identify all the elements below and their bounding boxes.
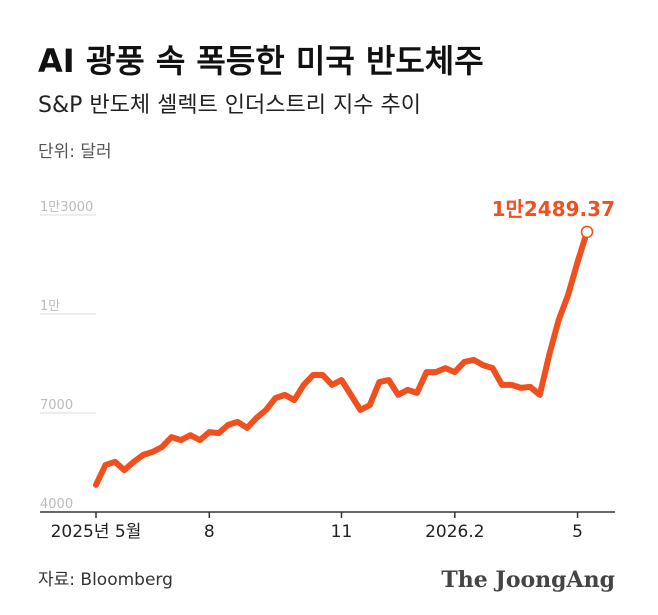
x-tick-label: 5 xyxy=(572,522,583,542)
y-tick-label: 1만3000 xyxy=(40,200,93,215)
brand: The JoongAng xyxy=(441,567,615,593)
chart-title: AI 광풍 속 폭등한 미국 반도체주 xyxy=(38,42,484,80)
x-tick-label: 2025년 5월 xyxy=(51,522,142,542)
line xyxy=(93,228,590,488)
y-tick-label: 4000 xyxy=(40,497,73,512)
y-tick-label: 7000 xyxy=(40,398,73,413)
end-marker xyxy=(580,225,594,239)
chart-subtitle: S&P 반도체 셀렉트 인더스트리 지수 추이 xyxy=(38,93,421,118)
y-tick-label: 1만 xyxy=(40,299,60,314)
x-tick-label: 11 xyxy=(331,522,353,542)
value-label: 1만2489.37 xyxy=(492,197,615,221)
x-tick-label: 8 xyxy=(204,522,215,542)
unit-label: 단위: 달러 xyxy=(38,142,112,162)
x-tick-label: 2026.2 xyxy=(425,522,484,542)
source: 자료: Bloomberg xyxy=(38,570,173,590)
